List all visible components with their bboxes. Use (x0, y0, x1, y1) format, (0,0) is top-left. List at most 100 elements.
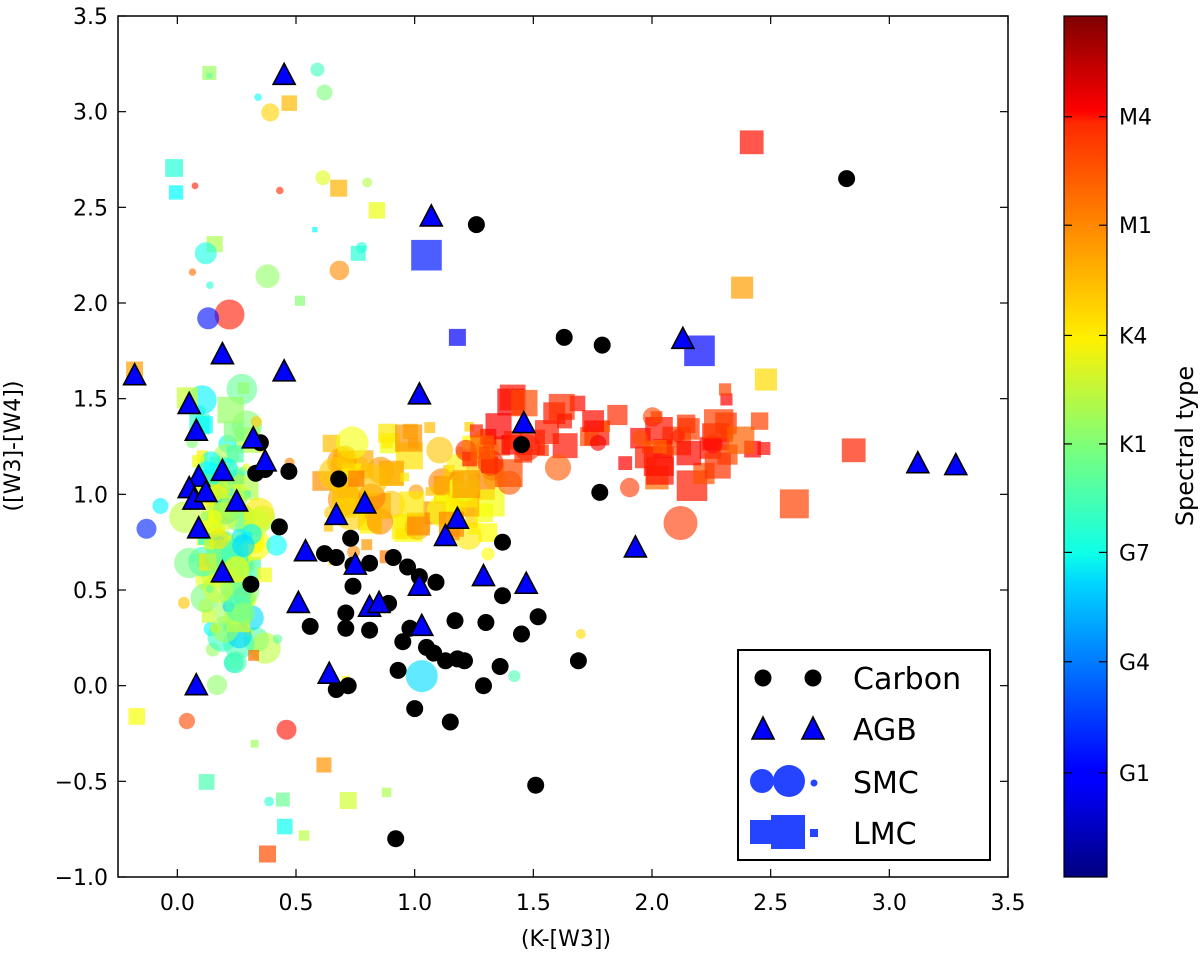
y-tick-label: −0.5 (55, 770, 108, 795)
source-marker (381, 787, 392, 798)
agb-point (324, 501, 349, 526)
y-tick-label: 2.0 (73, 292, 108, 317)
source-marker (316, 84, 333, 101)
legend-smc-label: SMC (853, 766, 919, 801)
source-marker (337, 451, 355, 469)
source-marker (631, 429, 648, 446)
source-marker (206, 281, 214, 290)
colorbar-tick-label: M1 (1119, 214, 1152, 239)
colorbar-tick-label: M4 (1119, 106, 1152, 131)
source-marker (650, 411, 663, 423)
x-tick-label: 3.0 (872, 891, 907, 916)
x-tick-label: 3.5 (991, 891, 1026, 916)
source-marker (703, 434, 723, 454)
colorbar-tick-label: K4 (1119, 324, 1147, 349)
agb-point (293, 538, 318, 562)
legend-lmc-label: LMC (853, 817, 917, 852)
carbon-point (389, 661, 407, 679)
carbon-point (494, 587, 511, 605)
colorbar-tick-label: G1 (1119, 762, 1150, 787)
source-marker (200, 511, 210, 521)
source-marker (136, 518, 157, 539)
source-marker (188, 268, 197, 276)
source-marker (339, 792, 357, 809)
carbon-point (491, 658, 509, 675)
source-marker (508, 670, 521, 683)
source-marker (264, 796, 274, 807)
carbon-point (527, 776, 545, 794)
source-marker (178, 712, 195, 730)
carbon-point (361, 621, 379, 639)
source-marker (198, 533, 210, 545)
agb-point (210, 457, 235, 482)
agb-point (943, 451, 969, 476)
source-marker (750, 412, 769, 430)
source-marker (315, 170, 331, 186)
agb-point (252, 448, 278, 472)
source-marker (174, 547, 205, 579)
agb-point (271, 61, 297, 86)
source-marker (198, 774, 215, 790)
source-marker (452, 470, 481, 498)
agb-point (193, 478, 219, 503)
source-marker (426, 436, 454, 464)
agb-point (445, 505, 470, 530)
carbon-point (427, 573, 445, 591)
source-marker (232, 534, 255, 557)
agb-point (183, 417, 209, 441)
source-marker (207, 509, 223, 525)
source-marker (464, 422, 474, 432)
agb-point (186, 463, 212, 487)
source-marker (497, 470, 522, 495)
source-marker (739, 130, 764, 155)
source-marker (362, 177, 373, 188)
y-tick-label: −1.0 (55, 866, 108, 891)
source-marker (211, 615, 239, 643)
source-marker (217, 396, 244, 424)
x-tick-label: 2.5 (753, 891, 788, 916)
agb-point (240, 425, 266, 449)
source-marker (204, 539, 214, 550)
carbon-point (242, 575, 260, 593)
source-marker (380, 462, 404, 486)
source-marker (294, 295, 306, 306)
carbon-point (344, 577, 362, 595)
agb-point (210, 340, 235, 365)
axis-ticks: 0.0 0.5 1.0 1.5 2.0 2.5 3.0 3.5 −1.0 −0.5 0.0 0.5 1.… (55, 5, 1026, 916)
source-marker (474, 503, 494, 523)
source-marker (255, 264, 280, 289)
y-tick-label: 0.0 (73, 675, 108, 700)
source-marker (395, 424, 423, 452)
source-marker (248, 649, 260, 661)
y-axis-label: ([W3]-[W4]) (1, 381, 26, 512)
source-marker (208, 567, 216, 575)
legend-lmc-marker (810, 829, 818, 837)
source-marker (310, 62, 325, 77)
agb-point (366, 589, 392, 614)
agb-point (471, 562, 496, 587)
source-marker (448, 328, 466, 346)
colorbar: M4 M1 K4 K1 G7 G4 G1 Spectral type (1063, 15, 1199, 878)
source-marker (254, 93, 262, 101)
source-marker (168, 185, 184, 200)
source-marker (323, 522, 334, 532)
source-marker (411, 239, 442, 271)
source-marker (201, 609, 216, 623)
carbon-point (446, 612, 464, 630)
source-marker (257, 567, 272, 583)
y-tick-label: 2.5 (73, 196, 108, 221)
source-marker (424, 422, 436, 433)
carbon-point (342, 529, 360, 547)
agb-point (409, 612, 435, 637)
agb-point (316, 660, 342, 684)
source-marker (841, 438, 866, 463)
source-marker (361, 539, 373, 551)
source-marker (731, 276, 754, 299)
colorbar-gradient (1063, 15, 1108, 878)
source-marker (620, 477, 640, 498)
source-marker (208, 528, 230, 550)
agb-series (122, 61, 969, 696)
agb-point (433, 522, 458, 547)
carbon-point (384, 549, 402, 566)
source-marker (618, 456, 633, 470)
